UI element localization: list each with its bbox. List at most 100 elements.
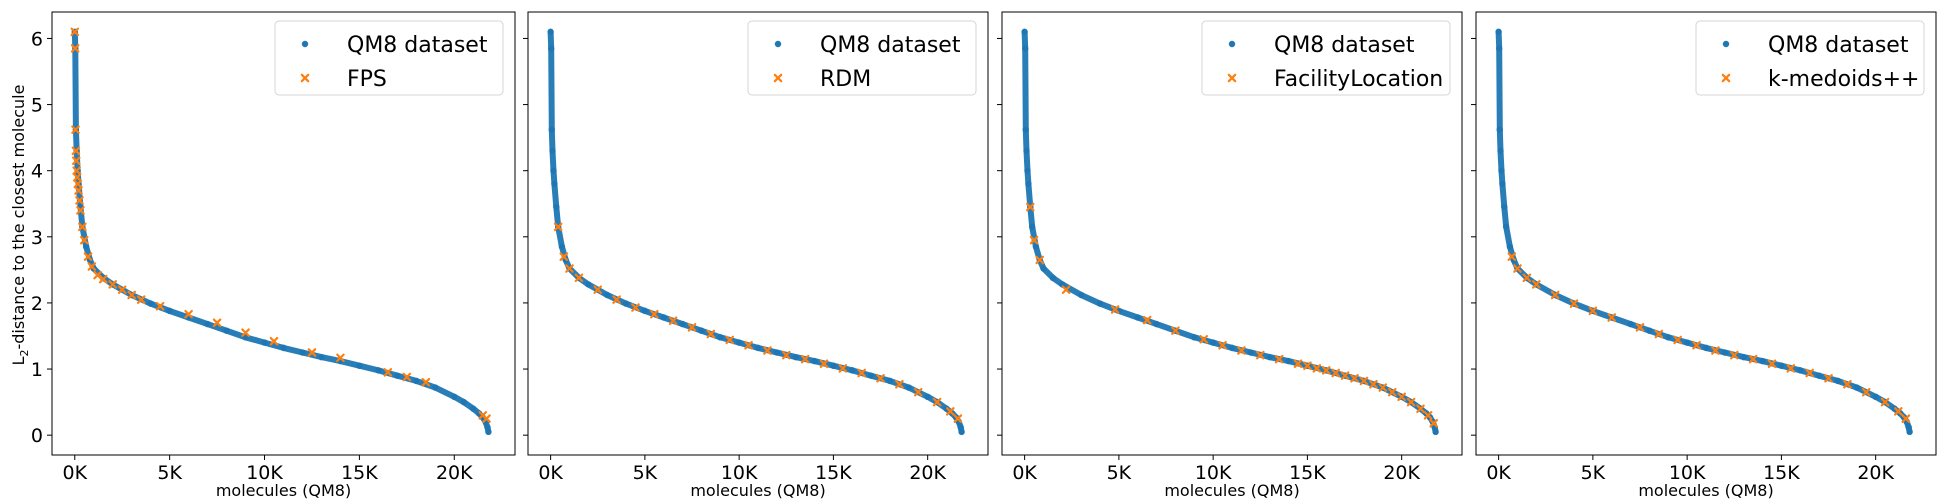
plot-frame — [527, 11, 989, 456]
data-point — [838, 364, 848, 373]
data-point — [1397, 392, 1406, 402]
data-point — [668, 316, 678, 326]
data-point — [1142, 315, 1152, 325]
data-point — [1588, 306, 1598, 316]
data-point — [241, 328, 250, 337]
data-point — [593, 285, 603, 295]
y-tick-label: 6 — [31, 28, 43, 50]
series-selection — [70, 27, 491, 423]
x-tick-label: 20K — [1857, 462, 1894, 484]
plot-frame — [51, 11, 516, 456]
data-point — [1340, 371, 1350, 380]
data-point — [1387, 387, 1397, 397]
data-point — [895, 379, 904, 389]
x-axis-label: molecules (QM8) — [1164, 481, 1299, 500]
data-point — [1673, 335, 1683, 345]
data-point — [1748, 354, 1758, 364]
legend-marker-dataset — [774, 40, 782, 48]
data-point — [1507, 252, 1517, 261]
data-point — [482, 414, 491, 423]
y-axis-label-subscript: 2 — [18, 350, 31, 357]
data-point — [953, 414, 963, 423]
data-point — [402, 372, 412, 382]
data-point — [706, 329, 716, 339]
legend-label: FPS — [347, 67, 387, 92]
data-point — [269, 336, 279, 346]
data-point — [71, 125, 80, 134]
plot-frame — [1475, 11, 1937, 456]
data-point — [127, 290, 136, 300]
data-point — [70, 44, 80, 53]
data-point — [72, 172, 82, 182]
data-point — [1654, 329, 1664, 339]
x-tick-label: 10K — [1195, 462, 1232, 484]
data-point — [1894, 407, 1903, 416]
chart-panel-2: 0K 5K 10K 15K 20K molecules (QM8) QM8 dataset R… — [523, 11, 989, 500]
data-point — [1607, 313, 1617, 322]
data-point — [70, 27, 80, 37]
data-point — [98, 274, 108, 284]
data-point — [631, 303, 640, 312]
data-point — [71, 146, 81, 156]
data-point — [117, 285, 127, 295]
legend-label: k-medoids++ — [1768, 67, 1919, 92]
data-point — [1293, 359, 1303, 369]
x-tick-label: 10K — [721, 462, 758, 484]
chart-panel-4: 0K 5K 10K 15K 20K molecules (QM8) QM8 dataset k… — [1471, 11, 1937, 500]
x-tick-label: 20K — [1383, 462, 1420, 484]
legend: QM8 dataset k-medoids++ — [1695, 20, 1925, 96]
legend-label: QM8 dataset — [347, 33, 488, 58]
data-point — [1255, 350, 1265, 360]
y-axis-label: L2-distance to the closest molecule — [9, 85, 31, 366]
x-tick-label: 15K — [1289, 462, 1326, 484]
legend-marker-dataset — [301, 40, 309, 48]
data-point — [565, 264, 574, 273]
data-point — [212, 318, 222, 328]
legend-label: RDM — [820, 67, 871, 92]
data-point — [1274, 354, 1284, 364]
data-point — [876, 374, 885, 383]
x-tick-label: 0K — [538, 462, 563, 484]
data-point — [83, 252, 93, 261]
chart-panel-3: 0K 5K 10K 15K 20K molecules (QM8) QM8 dataset F… — [997, 11, 1463, 500]
data-point — [1218, 340, 1227, 350]
data-point — [1880, 397, 1890, 407]
data-point — [800, 354, 810, 364]
data-point — [1786, 364, 1796, 373]
y-tick-label: 2 — [31, 293, 43, 315]
legend-box — [1695, 20, 1925, 96]
x-tick-label: 15K — [341, 462, 378, 484]
data-point — [1035, 255, 1044, 265]
x-tick-label: 0K — [62, 462, 87, 484]
x-axis-label: molecules (QM8) — [690, 481, 825, 500]
data-point — [932, 397, 942, 407]
data-point — [1237, 346, 1246, 355]
data-point — [1824, 374, 1833, 383]
data-point — [1423, 411, 1433, 420]
data-point — [1901, 414, 1911, 423]
data-point — [1303, 361, 1312, 371]
data-point — [725, 335, 735, 345]
data-point — [1331, 368, 1340, 378]
y-tick-label: 1 — [31, 359, 43, 381]
x-axis-label: molecules (QM8) — [1638, 481, 1773, 500]
data-point — [1429, 418, 1439, 428]
data-point — [421, 377, 431, 387]
legend-box — [747, 20, 977, 96]
data-point — [1767, 359, 1777, 369]
data-point — [1061, 285, 1071, 295]
data-point — [763, 346, 772, 355]
data-point — [1369, 379, 1378, 389]
data-point — [1321, 366, 1331, 375]
data-point — [1729, 350, 1739, 360]
legend-marker-selection — [773, 73, 783, 83]
x-tick-label: 15K — [1763, 462, 1800, 484]
x-tick-label: 20K — [436, 462, 473, 484]
data-point — [1359, 376, 1369, 386]
data-point — [1416, 404, 1425, 414]
legend-marker-selection — [1227, 73, 1237, 83]
x-tick-label: 20K — [909, 462, 946, 484]
data-point — [1692, 340, 1701, 350]
y-tick-label: 0 — [31, 425, 43, 447]
data-point — [1171, 326, 1180, 335]
